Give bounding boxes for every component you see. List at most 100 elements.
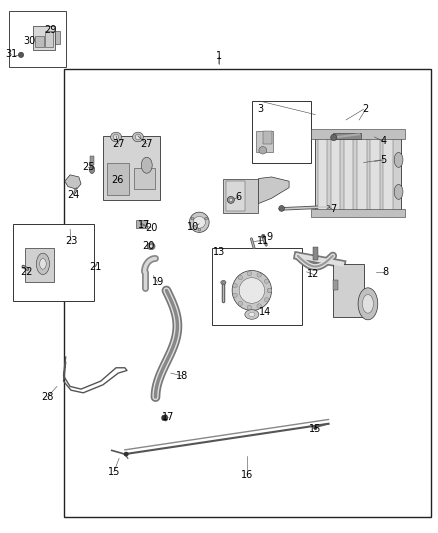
Text: 29: 29 [44, 25, 57, 35]
Text: 21: 21 [89, 262, 102, 271]
Ellipse shape [247, 305, 251, 310]
Bar [64, 69, 431, 517]
Bar [263, 131, 272, 144]
Text: 22: 22 [20, 267, 32, 277]
Ellipse shape [265, 279, 269, 284]
Bar [313, 247, 318, 260]
Text: 20: 20 [145, 223, 157, 232]
Bar [35, 36, 44, 47]
Text: 17: 17 [162, 412, 174, 422]
Ellipse shape [331, 134, 337, 141]
Text: 16: 16 [241, 471, 254, 480]
Bar [212, 248, 302, 325]
Bar [357, 133, 367, 211]
Ellipse shape [261, 235, 265, 238]
Ellipse shape [279, 205, 285, 212]
Ellipse shape [257, 304, 261, 308]
Bar [256, 131, 273, 152]
Ellipse shape [141, 157, 152, 173]
Ellipse shape [259, 147, 267, 154]
Ellipse shape [110, 132, 121, 142]
Ellipse shape [191, 217, 194, 220]
Ellipse shape [394, 152, 403, 167]
Bar [9, 11, 66, 67]
Text: 15: 15 [108, 467, 120, 477]
Text: 5: 5 [380, 155, 386, 165]
Text: 24: 24 [67, 190, 80, 199]
Bar [13, 224, 94, 301]
Bar [252, 101, 311, 163]
Text: 9: 9 [266, 232, 272, 242]
Text: 27: 27 [141, 139, 153, 149]
Ellipse shape [135, 134, 141, 140]
Bar [103, 136, 160, 200]
Text: 28: 28 [41, 392, 53, 402]
Ellipse shape [162, 415, 165, 421]
Ellipse shape [238, 301, 243, 305]
Text: 3: 3 [258, 104, 264, 114]
Ellipse shape [205, 217, 208, 220]
Ellipse shape [18, 52, 24, 58]
Text: 14: 14 [259, 308, 271, 317]
Ellipse shape [149, 245, 153, 248]
Bar [315, 131, 401, 213]
Bar [223, 179, 258, 213]
Text: 20: 20 [143, 241, 155, 251]
Ellipse shape [132, 132, 143, 142]
Ellipse shape [233, 293, 237, 297]
Text: 2: 2 [363, 104, 369, 114]
Bar [90, 156, 94, 165]
Polygon shape [258, 177, 289, 204]
Ellipse shape [394, 184, 403, 199]
Ellipse shape [124, 452, 128, 456]
Bar [33, 26, 55, 50]
Bar [311, 129, 405, 139]
Text: 25: 25 [82, 163, 95, 172]
Polygon shape [65, 175, 81, 189]
Bar [331, 133, 340, 211]
Ellipse shape [233, 284, 237, 288]
Ellipse shape [239, 278, 265, 303]
Text: 12: 12 [307, 270, 319, 279]
Ellipse shape [36, 253, 49, 274]
Bar [311, 209, 405, 217]
Text: 6: 6 [236, 192, 242, 202]
Text: 19: 19 [152, 278, 164, 287]
Bar [344, 133, 353, 211]
Text: 30: 30 [24, 36, 36, 45]
Ellipse shape [265, 297, 269, 302]
Ellipse shape [314, 426, 317, 430]
Bar [370, 133, 380, 211]
Text: 7: 7 [330, 205, 336, 214]
Text: 23: 23 [65, 236, 77, 246]
Bar [134, 168, 155, 189]
Ellipse shape [198, 229, 201, 231]
Ellipse shape [247, 271, 251, 276]
Text: 11: 11 [257, 236, 269, 246]
Ellipse shape [267, 288, 272, 293]
Bar [333, 264, 364, 317]
Ellipse shape [190, 212, 209, 232]
Text: 4: 4 [380, 136, 386, 146]
Ellipse shape [245, 310, 259, 319]
Ellipse shape [229, 198, 233, 201]
Ellipse shape [113, 134, 119, 140]
Text: 13: 13 [213, 247, 225, 257]
Ellipse shape [221, 280, 226, 285]
Ellipse shape [39, 259, 46, 269]
Ellipse shape [147, 243, 155, 249]
Ellipse shape [232, 271, 272, 310]
Text: 26: 26 [111, 175, 124, 185]
Bar [25, 248, 54, 282]
Text: 1: 1 [216, 51, 222, 61]
Ellipse shape [89, 165, 95, 173]
Ellipse shape [267, 288, 272, 293]
Bar [318, 133, 327, 211]
Ellipse shape [163, 415, 168, 421]
Text: 10: 10 [187, 222, 199, 231]
Bar [55, 31, 60, 44]
Bar [226, 181, 245, 211]
Ellipse shape [362, 294, 373, 313]
Bar [333, 280, 338, 290]
Bar [136, 220, 147, 228]
